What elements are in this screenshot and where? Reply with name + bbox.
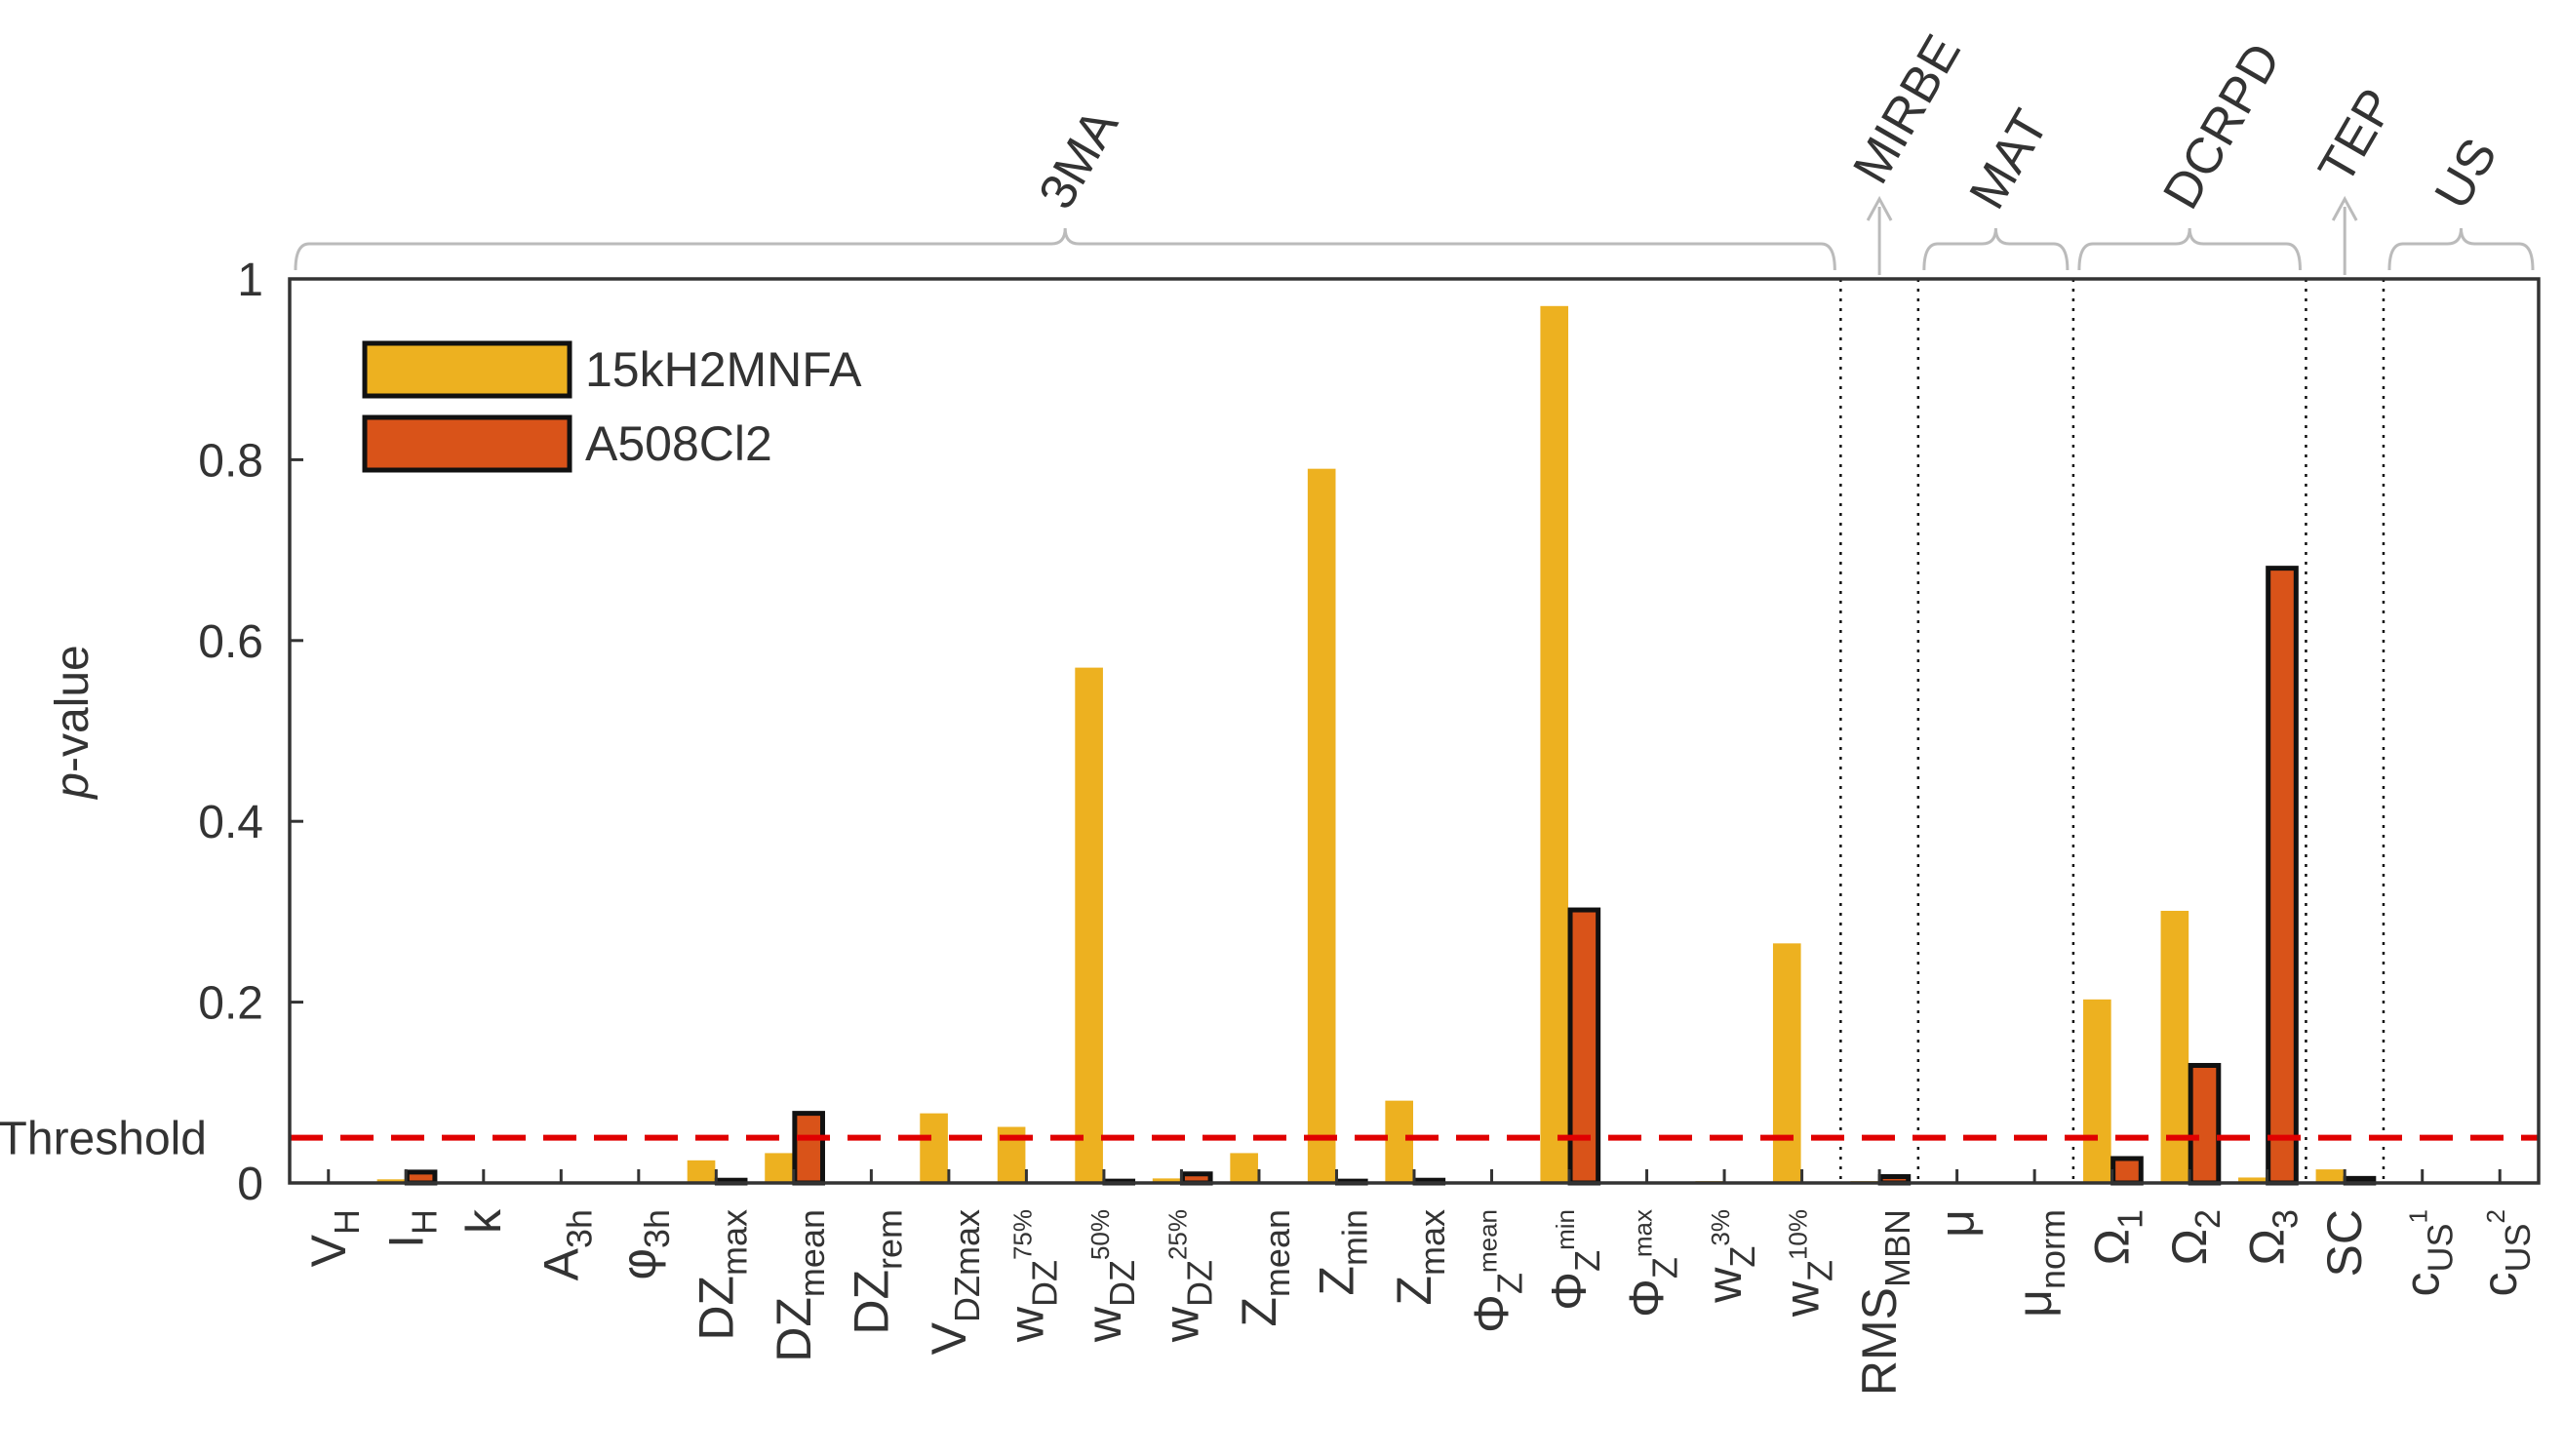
x-tick-label-26: SC: [2317, 1209, 2372, 1277]
y-tick-label-0.6: 0.6: [198, 616, 263, 668]
y-tick-label-0.4: 0.4: [198, 797, 263, 848]
bar-series1-16: [1540, 305, 1569, 1183]
x-tick-label-12: Zmean: [1232, 1209, 1297, 1327]
y-tick-label-0.8: 0.8: [198, 435, 263, 487]
x-tick-label-5: DZmax: [689, 1209, 754, 1341]
x-tick-label-20: RMSMBN: [1852, 1209, 1917, 1396]
bar-series1-26: [2315, 1169, 2345, 1183]
bar-series1-1: [376, 1179, 406, 1183]
bar-series1-23: [2083, 999, 2111, 1183]
x-tick-label-10: wDZ50%: [1077, 1209, 1142, 1343]
bar-series1-6: [765, 1153, 793, 1183]
x-tick-label-2: k: [456, 1208, 511, 1234]
group-label-3ma: 3MA: [1028, 99, 1129, 218]
group-arrow-tep: [2331, 195, 2358, 221]
x-tick-label-27: cUS1: [2395, 1209, 2461, 1296]
x-tick-label-1: IH: [378, 1209, 444, 1248]
bar-series2-25: [2266, 566, 2299, 1186]
method-separators: [1839, 279, 2386, 1183]
legend-label-2: A508Cl2: [585, 416, 772, 471]
group-brace-us: [2387, 227, 2535, 271]
bar-series1-14: [1385, 1100, 1413, 1183]
bar-series1-25: [2238, 1177, 2267, 1183]
group-arrow-mirbe: [1866, 195, 1893, 221]
x-tick-label-22: μnorm: [2007, 1209, 2072, 1318]
threshold-label: Threshold: [0, 1114, 207, 1165]
group-brace-dcrpd: [2077, 227, 2302, 271]
bar-series1-24: [2160, 910, 2189, 1183]
y-tick-label-0.2: 0.2: [198, 978, 263, 1030]
bar-series1-13: [1307, 468, 1336, 1183]
x-tick-label-4: φ3h: [611, 1209, 677, 1279]
y-tick-label-1: 1: [237, 255, 263, 306]
bar-series1-8: [920, 1113, 948, 1183]
x-tick-label-17: ΦZmax: [1620, 1209, 1685, 1318]
axes: [288, 277, 2541, 1185]
x-tick-label-9: wDZ75%: [999, 1209, 1064, 1343]
group-label-dcrpd: DCRPD: [2152, 34, 2292, 218]
x-tick-label-0: VH: [301, 1209, 367, 1267]
group-label-mirbe: MIRBE: [1842, 25, 1972, 193]
x-tick-label-16: ΦZmin: [1542, 1209, 1607, 1311]
x-tick-label-8: VDZmax: [922, 1209, 987, 1355]
x-tick-label-19: wZ10%: [1775, 1209, 1840, 1318]
x-tick-label-15: ΦZmean: [1465, 1209, 1530, 1333]
bar-series2-23: [2110, 1156, 2144, 1186]
y-tick-label-0: 0: [237, 1159, 263, 1210]
bars: [376, 305, 2377, 1186]
x-tick-label-28: cUS2: [2472, 1209, 2538, 1296]
y-axis-ticks: 0 0.2 0.4 0.6 0.8 1: [198, 255, 303, 1210]
group-label-tep: TEP: [2307, 79, 2406, 193]
legend: 15kH2MNFA A508Cl2: [362, 340, 862, 473]
legend-label-1: 15kH2MNFA: [585, 342, 862, 397]
bar-series2-16: [1567, 907, 1601, 1186]
x-tick-label-13: Zmin: [1309, 1209, 1374, 1296]
group-brace-mat: [1922, 227, 2070, 271]
group-brace-3ma: [294, 227, 1836, 271]
x-tick-label-6: DZmean: [767, 1209, 832, 1362]
plot-frame: [288, 277, 2541, 1185]
x-tick-label-18: wZ3%: [1697, 1209, 1762, 1304]
bar-series2-6: [792, 1111, 825, 1186]
x-tick-label-7: DZrem: [844, 1209, 909, 1335]
group-label-us: US: [2425, 129, 2508, 218]
threshold-line-group: Threshold: [0, 1114, 2539, 1165]
bar-series1-5: [687, 1160, 716, 1183]
x-tick-label-3: A3h: [533, 1209, 599, 1280]
bar-series1-11: [1152, 1178, 1181, 1183]
bar-series1-10: [1075, 667, 1103, 1183]
group-label-mat: MAT: [1959, 100, 2060, 218]
x-tick-label-23: Ω1: [2085, 1209, 2150, 1265]
bar-series2-24: [2188, 1062, 2222, 1186]
x-tick-label-21: μ: [1930, 1209, 1985, 1238]
x-tick-label-11: wDZ25%: [1154, 1209, 1219, 1343]
legend-swatch-2: [362, 414, 572, 473]
x-tick-label-25: Ω3: [2240, 1209, 2306, 1265]
y-axis-label: p-value: [47, 645, 99, 800]
legend-swatch-1: [362, 340, 572, 399]
bar-series1-19: [1772, 943, 1801, 1183]
bar-series1-12: [1230, 1153, 1258, 1183]
x-tick-label-24: Ω2: [2162, 1209, 2228, 1265]
x-tick-label-14: Zmax: [1387, 1209, 1452, 1306]
